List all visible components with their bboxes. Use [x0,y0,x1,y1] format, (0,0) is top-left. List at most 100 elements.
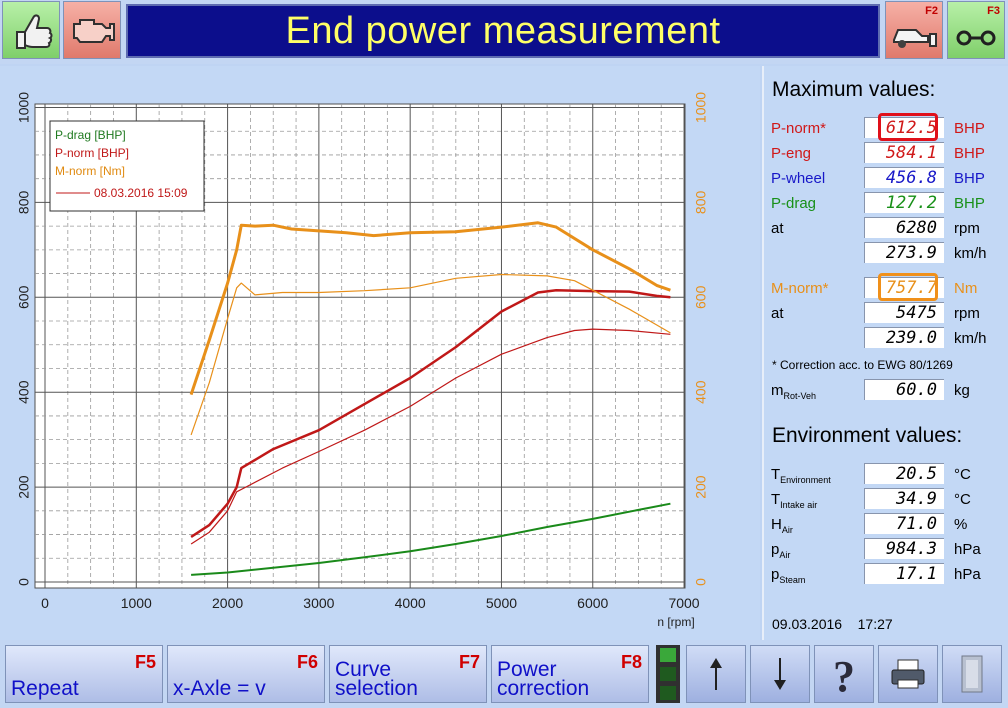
environment-field: 34.9 [864,488,944,509]
peak-highlight-box [878,113,938,141]
max-value-field: 239.0 [864,327,944,348]
max-value-label: at [771,305,784,322]
max-value-field: 127.2 [864,192,944,213]
curve-selection-label: Curve selection [335,658,418,700]
y-right-tick-label: 0 [693,578,709,586]
x-tick-label: 7000 [668,595,699,611]
time-value: 17:27 [857,616,893,632]
f7-key-label: F7 [458,652,480,672]
x-tick-label: 4000 [395,595,426,611]
legend-entry: M-norm [Nm] [55,164,125,178]
max-value-field: 273.9 [864,242,944,263]
series-line-2 [189,221,671,396]
function-key-bar: Repeat F5 x-Axle = v F6 Curve selection … [0,640,1008,708]
x-axle-button[interactable]: x-Axle = v F6 [167,645,325,703]
y-right-tick-label: 800 [693,190,709,214]
print-button[interactable] [878,645,938,703]
environment-field: 71.0 [864,513,944,534]
x-tick-label: 0 [41,595,49,611]
legend-note: 08.03.2016 15:09 [94,186,188,200]
max-value-field: 6280 [864,217,944,238]
rotating-mass-field: 60.0 [864,379,944,400]
power-torque-chart: 0 1000 2000 3000 4000 5000 6000 700002004006008… [16,92,709,629]
scroll-up-button[interactable] [686,645,746,703]
max-value-field: 757.7 [864,277,944,298]
chart-ticks: 0 1000 2000 3000 4000 5000 6000 700002004006008… [16,92,709,611]
environment-label: TIntake air [771,491,818,510]
max-value-row: at 5475 rpm [764,301,1008,325]
environment-label: HAir [771,516,793,535]
y-left-tick-label: 800 [16,190,32,214]
chart-legend: P-drag [BHP] P-norm [BHP] M-norm [Nm] 08.03… [49,120,205,212]
chart-series [189,221,671,576]
max-values-title: Maximum values: [772,78,936,101]
x-tick-label: 3000 [303,595,334,611]
y-left-tick-label: 400 [16,380,32,404]
confirm-button[interactable] [2,1,60,59]
roller-icon [956,30,996,46]
environment-field: 17.1 [864,563,944,584]
traffic-light-icon [656,645,680,703]
environment-row: pAir 984.3 hPa [764,537,1008,561]
x-tick-label: 2000 [212,595,243,611]
values-panel: Maximum values: P-norm* 612.5 BHP P-eng 584.… [762,66,1008,640]
max-value-row: at 6280 rpm [764,216,1008,240]
environment-field: 984.3 [864,538,944,559]
max-value-unit: BHP [954,145,985,162]
max-value-label: P-norm* [771,120,827,137]
max-value-unit: rpm [954,305,980,322]
roller-button[interactable]: F3 [947,1,1005,59]
header-bar: End power measurement F2 F3 [0,0,1008,64]
series-line-4 [190,273,671,436]
environment-unit: °C [954,491,971,508]
environment-field: 20.5 [864,463,944,484]
environment-label: TEnvironment [771,466,831,485]
y-left-tick-label: 600 [16,285,32,309]
legend-entry: P-drag [BHP] [55,128,126,142]
scroll-down-button[interactable] [750,645,810,703]
arrow-up-icon [710,658,722,690]
max-value-label: P-eng [771,145,812,162]
correction-note: * Correction acc. to EWG 80/1269 [772,358,953,372]
printer-icon [891,659,925,689]
max-value-field: 5475 [864,302,944,323]
max-value-row: 239.0 km/h [764,326,1008,350]
environment-unit: °C [954,466,971,483]
legend-box [49,120,205,212]
exit-button[interactable] [942,645,1002,703]
dyno-car-button[interactable]: F2 [885,1,943,59]
date-time: 09.03.2016 17:27 [772,616,893,632]
y-left-tick-label: 0 [16,578,32,586]
environment-unit: hPa [954,566,981,583]
environment-title: Environment values: [772,424,963,447]
engine-icon [73,19,115,43]
arrow-down-icon [774,658,786,690]
repeat-button[interactable]: Repeat F5 [5,645,163,703]
max-value-unit: BHP [954,120,985,137]
help-button[interactable]: ? [814,645,874,703]
max-value-row: 273.9 km/h [764,241,1008,265]
x-axis-label: n [rpm] [657,615,694,629]
chart-panel: 0 1000 2000 3000 4000 5000 6000 7000 0 200 400 600 8… [0,66,760,640]
engine-button[interactable] [63,1,121,59]
f5-key-label: F5 [134,652,156,672]
rotating-mass-label: mRot-Veh [771,382,817,401]
series-line-1 [190,288,671,538]
power-correction-label: Power correction [497,658,590,700]
max-value-unit: km/h [954,330,987,347]
x-tick-label: 6000 [577,595,608,611]
max-value-label: P-wheel [771,170,826,187]
f8-key-label: F8 [620,652,642,672]
environment-row: TIntake air 34.9 °C [764,487,1008,511]
max-value-row: M-norm* 757.7 Nm [764,276,1008,300]
max-value-row: P-eng 584.1 BHP [764,141,1008,165]
power-correction-button[interactable]: Power correction F8 [491,645,649,703]
rotating-mass-unit: kg [954,382,970,399]
thumbs-up-icon [16,14,53,49]
max-value-row: P-drag 127.2 BHP [764,191,1008,215]
repeat-label: Repeat [11,677,79,700]
max-value-unit: km/h [954,245,987,262]
curve-selection-button[interactable]: Curve selection F7 [329,645,487,703]
max-value-field: 612.5 [864,117,944,138]
y-left-tick-label: 200 [16,475,32,499]
